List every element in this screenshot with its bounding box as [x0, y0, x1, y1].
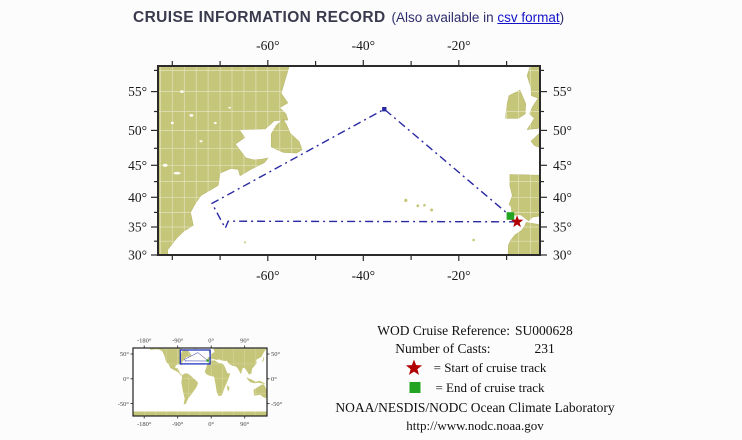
also-prefix: (Also available in: [391, 10, 498, 25]
lon-tick-label: -40°: [352, 38, 375, 53]
end-square-icon: [405, 378, 425, 397]
inset-lon-label: 90°: [240, 338, 250, 345]
inset-lon-label: 0°: [208, 338, 214, 345]
also-available-text: (Also available in csv format): [392, 10, 565, 25]
map-frame: [157, 65, 541, 256]
axis-labels: -60° -60° -40° -40° -20° -20° 55° 55° 50° 50° 45° 4…: [128, 38, 572, 283]
casts-label: Number of Casts:: [395, 341, 491, 356]
end-legend-row: = End of cruise track: [308, 378, 642, 397]
lon-tick-label: -60°: [256, 38, 279, 53]
main-map: -60° -60° -40° -40° -20° -20° 55° 55° 50° 50° 45° 4…: [128, 38, 572, 283]
lon-tick-label: -20°: [447, 268, 470, 283]
inset-frame: [132, 347, 268, 417]
inset-labels: -180° -180° -90° -90° 0° 0° 90° 90° 50° 50° 0° 0° -5…: [118, 338, 283, 429]
end-legend-label: = End of cruise track: [435, 379, 545, 395]
map-graticule: [158, 66, 540, 255]
inset-lat-label: 50°: [120, 351, 130, 358]
track-apex-marker: [382, 107, 387, 112]
track-start-marker: [510, 215, 524, 228]
inset-lat-label: 0°: [123, 376, 129, 383]
inset-world-map: -180° -180° -90° -90° 0° 0° 90° 90° 50° 50° 0° 0° -5…: [118, 338, 283, 429]
lat-tick-label: 45°: [128, 158, 147, 173]
inset-lon-label: -90°: [172, 421, 184, 428]
lon-tick-label: -40°: [352, 268, 375, 283]
track-end-marker: [506, 212, 515, 220]
lat-tick-label: 55°: [128, 84, 147, 99]
page-header: CRUISE INFORMATION RECORD (Also available…: [133, 9, 564, 27]
cruise-info-block: WOD Cruise Reference: SU000628 Number of …: [308, 321, 642, 435]
cruise-reference-value: SU000628: [514, 323, 573, 338]
casts-line: Number of Casts: 231: [308, 340, 642, 357]
inset-end-dot: [206, 359, 209, 362]
organization-line: NOAA/NESDIS/NODC Ocean Climate Laborator…: [335, 400, 615, 415]
inset-track-line: [184, 352, 209, 363]
inset-highlight-box: [179, 349, 211, 365]
start-legend-row: = Start of cruise track: [308, 358, 642, 377]
lat-tick-label: 30°: [128, 248, 147, 263]
start-star-icon: [404, 358, 424, 377]
lat-tick-label: 40°: [553, 190, 572, 205]
inset-lon-label: 90°: [240, 421, 250, 428]
inset-lat-label: 50°: [271, 351, 281, 358]
inset-lat-label: 0°: [271, 376, 277, 383]
lat-tick-label: 40°: [128, 190, 147, 205]
lat-tick-label: 45°: [553, 158, 572, 173]
lat-tick-label: 35°: [553, 220, 572, 235]
lat-tick-label: 30°: [553, 248, 572, 263]
inset-lat-label: -50°: [118, 401, 130, 408]
lon-tick-label: -20°: [447, 38, 470, 53]
casts-value: 231: [534, 341, 555, 356]
lat-tick-label: 50°: [128, 123, 147, 138]
axis-ticks: [151, 60, 547, 261]
nodc-url[interactable]: http://www.nodc.noaa.gov: [406, 418, 544, 433]
inset-ticks: [130, 345, 270, 419]
inset-lon-label: -180°: [137, 421, 152, 428]
lat-tick-label: 35°: [128, 220, 147, 235]
inset-lon-label: -90°: [172, 338, 184, 345]
page-title: CRUISE INFORMATION RECORD: [133, 9, 386, 26]
inset-lon-label: 0°: [208, 421, 214, 428]
also-suffix: ): [559, 10, 565, 25]
lon-tick-label: -60°: [256, 268, 279, 283]
start-legend-label: = Start of cruise track: [433, 359, 547, 375]
lat-tick-label: 55°: [553, 84, 572, 99]
lat-tick-label: 50°: [553, 123, 572, 138]
cruise-track-line: [211, 108, 518, 229]
inset-lat-label: -50°: [271, 401, 283, 408]
cruise-reference-line: WOD Cruise Reference: SU000628: [308, 322, 642, 339]
cruise-reference-label: WOD Cruise Reference:: [377, 323, 510, 338]
csv-format-link[interactable]: csv format: [497, 10, 560, 25]
inset-lon-label: -180°: [137, 338, 152, 345]
